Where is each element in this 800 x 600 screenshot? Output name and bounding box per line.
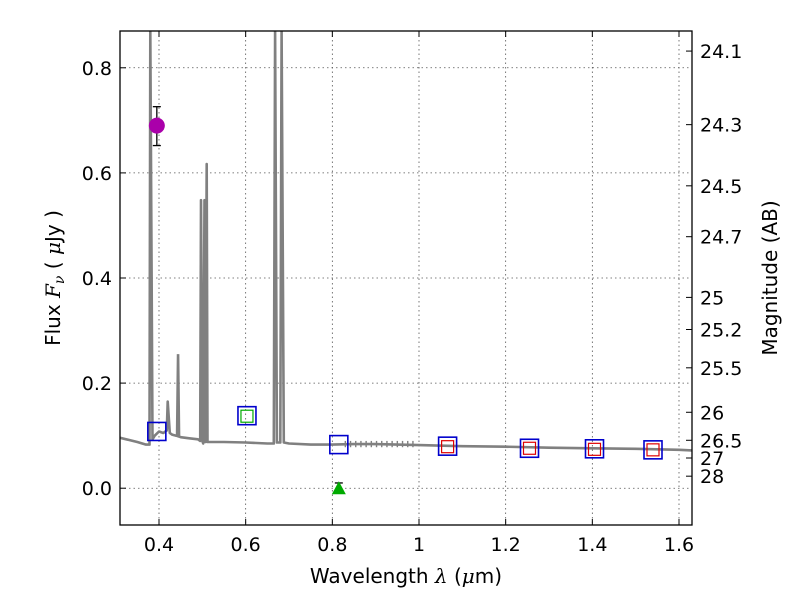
model-square <box>519 438 540 459</box>
y2-tick-label: 25.5 <box>700 358 742 380</box>
y2-tick-label: 26.5 <box>700 430 742 452</box>
x-tick-label: 0.8 <box>317 534 347 556</box>
y2-tick-label: 24.5 <box>700 176 742 198</box>
y2-tick-label: 25.2 <box>700 320 742 342</box>
x-tick-label: 0.6 <box>231 534 261 556</box>
model-square <box>147 421 167 442</box>
model-square <box>237 405 257 426</box>
upper-limit-point <box>331 481 346 495</box>
y-tick-label: 0.6 <box>82 163 112 185</box>
x-tick-label: 0.4 <box>144 534 174 556</box>
y2-tick-label: 24.7 <box>700 227 742 249</box>
inner-square <box>240 409 254 423</box>
y2-tick-label: 26 <box>700 402 724 424</box>
x-tick-label: 1.2 <box>491 534 521 556</box>
y2-tick-label: 27 <box>700 448 724 470</box>
x-tick-label: 1.4 <box>577 534 607 556</box>
data-layer <box>120 31 692 495</box>
y2-tick-label: 24.3 <box>700 115 742 137</box>
y-tick-label: 0.8 <box>82 58 112 80</box>
model-square <box>329 434 349 455</box>
y-tick-label: 0.4 <box>82 268 112 290</box>
inner-square <box>646 443 660 457</box>
y-axis-title: Flux Fν ( μJy ) <box>41 210 68 346</box>
y-tick-label: 0.2 <box>82 373 112 395</box>
y2-tick-label: 25 <box>700 287 724 309</box>
y2-axis-title: Magnitude (AB) <box>758 200 782 355</box>
y2-tick-label: 24.1 <box>700 41 742 63</box>
x-axis-title: Wavelength λ (μm) <box>310 564 502 588</box>
y2-tick-label: 28 <box>700 466 724 488</box>
template-spectrum-line <box>120 31 692 452</box>
inner-square <box>441 440 455 454</box>
model-square <box>584 438 605 459</box>
detection-point <box>148 117 165 134</box>
x-tick-label: 1.6 <box>664 534 694 556</box>
grid <box>120 31 692 525</box>
model-square <box>437 436 458 456</box>
y-tick-label: 0.0 <box>82 478 112 500</box>
model-square <box>643 440 663 460</box>
inner-square <box>587 442 602 456</box>
emission-line <box>175 354 181 438</box>
inner-square <box>522 441 537 455</box>
ticks: 0.4 0.6 0.8 1 1.2 1.4 1.6 0.0 0.2 0.4 0.6 0.8 24.1 24… <box>82 31 742 556</box>
x-tick-label: 1 <box>413 534 425 556</box>
